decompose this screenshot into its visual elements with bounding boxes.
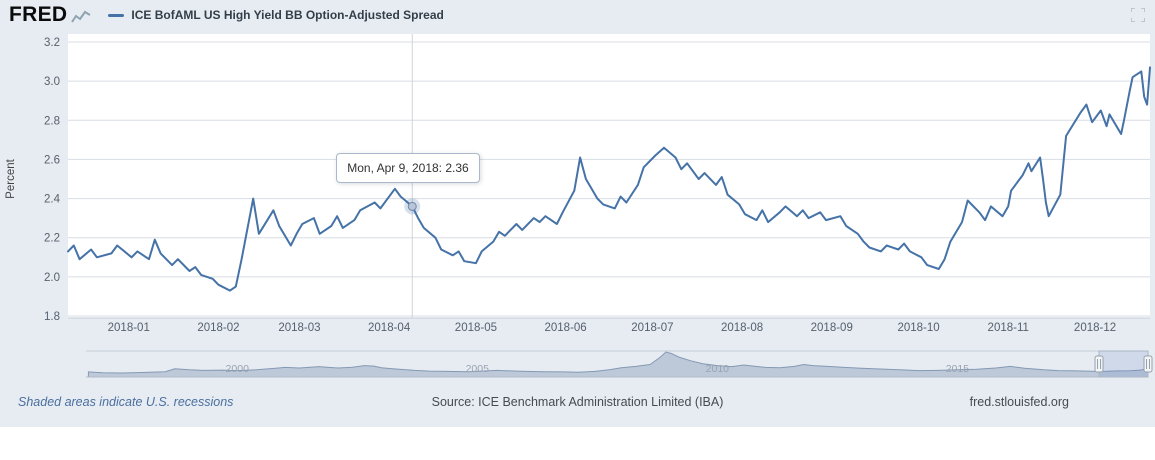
graph-header: FRED ICE BofAML US High Yield BB Option-… <box>0 0 1155 30</box>
plot-area[interactable] <box>68 34 1150 318</box>
x-axis-tick-label: 2018-07 <box>631 322 673 334</box>
x-axis-tick-label: 2018-02 <box>197 322 239 334</box>
y-axis-tick-label: 2.8 <box>44 115 60 127</box>
tooltip-text: Mon, Apr 9, 2018: 2.36 <box>347 161 469 176</box>
fred-graph-widget: FRED ICE BofAML US High Yield BB Option-… <box>0 0 1155 427</box>
series-legend[interactable]: ICE BofAML US High Yield BB Option-Adjus… <box>108 8 444 22</box>
fullscreen-icon[interactable] <box>1131 8 1145 22</box>
navigator-area-series <box>87 351 1149 378</box>
graph-footer: Shaded areas indicate U.S. recessions So… <box>0 395 1155 415</box>
x-axis-tick-label: 2018-11 <box>988 322 1029 334</box>
x-axis-tick-label: 2018-05 <box>455 322 497 334</box>
y-axis-tick-label: 3.2 <box>44 37 60 49</box>
y-axis-title: Percent <box>5 158 17 198</box>
navigator-year-label: 2015 <box>946 363 970 375</box>
navigator-handle-left[interactable] <box>1094 355 1104 373</box>
series-color-swatch <box>108 13 125 17</box>
navigator-year-label: 2010 <box>706 363 730 375</box>
y-axis-tick-label: 2.6 <box>44 154 60 166</box>
source-text: Source: ICE Benchmark Administration Lim… <box>431 395 724 409</box>
x-axis-tick-label: 2018-12 <box>1074 322 1116 334</box>
navigator-selection[interactable] <box>1098 350 1149 378</box>
fred-site-link[interactable]: fred.stlouisfed.org <box>969 395 1069 409</box>
x-axis-tick-label: 2018-03 <box>278 322 320 334</box>
fred-logo-chart-icon <box>71 10 91 23</box>
fred-logo[interactable]: FRED <box>9 3 92 27</box>
x-axis-tick-label: 2018-06 <box>544 322 586 334</box>
handle-grip[interactable] <box>1143 355 1153 373</box>
y-axis-tick-label: 2.0 <box>44 272 60 284</box>
navigator-year-label: 2000 <box>226 363 250 375</box>
y-axis-tick-label: 2.4 <box>44 194 61 206</box>
handle-grip[interactable] <box>1094 355 1104 373</box>
y-axis-tick-label: 1.8 <box>44 311 60 323</box>
y-axis-tick-label: 2.2 <box>44 233 60 245</box>
navigator-track[interactable] <box>86 351 1148 377</box>
navigator-year-label: 2005 <box>466 363 490 375</box>
recessions-note: Shaded areas indicate U.S. recessions <box>18 395 234 409</box>
fred-logo-text: FRED <box>9 3 68 26</box>
series-legend-label: ICE BofAML US High Yield BB Option-Adjus… <box>131 8 444 22</box>
navigator-handle-right[interactable] <box>1143 355 1153 373</box>
x-axis-tick-label: 2018-04 <box>368 322 411 334</box>
x-axis-tick-label: 2018-09 <box>811 322 853 334</box>
y-axis-tick-label: 3.0 <box>44 76 60 88</box>
tooltip: Mon, Apr 9, 2018: 2.36 <box>336 153 480 184</box>
x-axis-tick-label: 2018-08 <box>721 322 763 334</box>
x-axis-tick-label: 2018-01 <box>108 322 150 334</box>
x-axis-tick-label: 2018-10 <box>897 322 939 334</box>
